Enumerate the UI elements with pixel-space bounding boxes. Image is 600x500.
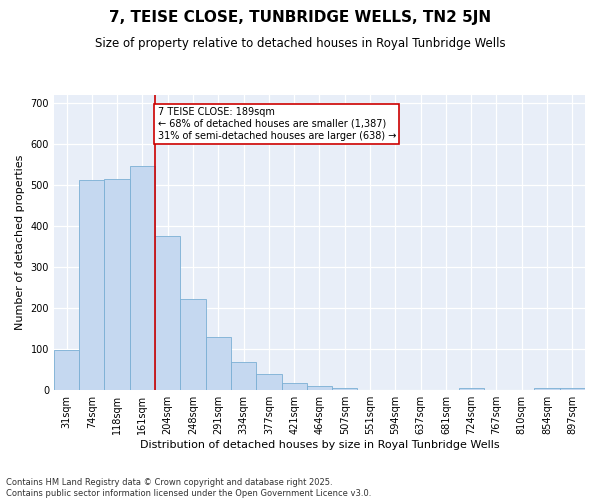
Bar xyxy=(155,236,181,390)
Bar xyxy=(535,388,560,390)
Text: Size of property relative to detached houses in Royal Tunbridge Wells: Size of property relative to detached ho… xyxy=(95,38,505,51)
Bar xyxy=(54,350,79,390)
Bar xyxy=(458,388,484,390)
Bar xyxy=(281,383,307,390)
Bar xyxy=(256,374,281,390)
Text: 7 TEISE CLOSE: 189sqm
← 68% of detached houses are smaller (1,387)
31% of semi-d: 7 TEISE CLOSE: 189sqm ← 68% of detached … xyxy=(158,108,396,140)
Bar xyxy=(560,388,585,390)
Text: Contains HM Land Registry data © Crown copyright and database right 2025.
Contai: Contains HM Land Registry data © Crown c… xyxy=(6,478,371,498)
Bar xyxy=(130,166,155,390)
Bar xyxy=(104,179,130,390)
Bar xyxy=(231,362,256,390)
Bar xyxy=(79,180,104,390)
Y-axis label: Number of detached properties: Number of detached properties xyxy=(15,155,25,330)
Text: 7, TEISE CLOSE, TUNBRIDGE WELLS, TN2 5JN: 7, TEISE CLOSE, TUNBRIDGE WELLS, TN2 5JN xyxy=(109,10,491,25)
X-axis label: Distribution of detached houses by size in Royal Tunbridge Wells: Distribution of detached houses by size … xyxy=(140,440,499,450)
Bar xyxy=(206,337,231,390)
Bar xyxy=(307,386,332,390)
Bar xyxy=(332,388,358,390)
Bar xyxy=(181,299,206,390)
